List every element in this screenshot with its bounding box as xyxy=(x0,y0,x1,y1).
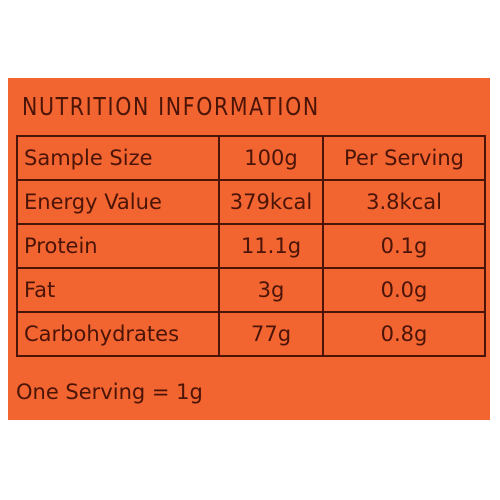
table-cell: Carbohydrates xyxy=(16,311,220,357)
table-cell: 0.8g xyxy=(322,311,486,357)
table-row: Protein 11.1g 0.1g xyxy=(16,223,486,269)
table-cell: Energy Value xyxy=(16,179,220,225)
table-cell: 0.0g xyxy=(322,267,486,313)
title: NUTRITION INFORMATION xyxy=(22,92,320,121)
nutrition-table: Sample Size 100g Per Serving Energy Value 37… xyxy=(16,135,486,357)
table-cell: Protein xyxy=(16,223,220,269)
table-row: Sample Size 100g Per Serving xyxy=(16,135,486,181)
table-cell: 11.1g xyxy=(218,223,324,269)
table-row: Energy Value 379kcal 3.8kcal xyxy=(16,179,486,225)
table-cell: Fat xyxy=(16,267,220,313)
table-row: Fat 3g 0.0g xyxy=(16,267,486,313)
table-cell: 100g xyxy=(218,135,324,181)
table-cell: 3.8kcal xyxy=(322,179,486,225)
table-cell: 379kcal xyxy=(218,179,324,225)
serving-note: One Serving = 1g xyxy=(16,380,203,404)
table-cell: 3g xyxy=(218,267,324,313)
table-cell: 77g xyxy=(218,311,324,357)
table-body: Sample Size 100g Per Serving Energy Value 37… xyxy=(16,135,486,357)
nutrition-panel: NUTRITION INFORMATION Sample Size 100g Per… xyxy=(8,78,490,420)
table-row: Carbohydrates 77g 0.8g xyxy=(16,311,486,357)
table-cell: 0.1g xyxy=(322,223,486,269)
table-cell: Per Serving xyxy=(322,135,486,181)
table-cell: Sample Size xyxy=(16,135,220,181)
